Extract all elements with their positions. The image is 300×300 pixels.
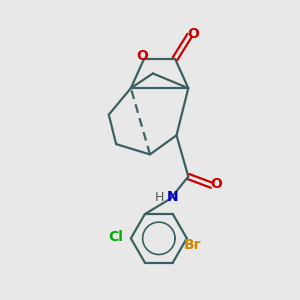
Text: N: N — [167, 190, 179, 204]
Text: O: O — [210, 177, 222, 191]
Text: H: H — [155, 190, 164, 204]
Text: Cl: Cl — [109, 230, 124, 244]
Text: O: O — [187, 27, 199, 41]
Text: O: O — [136, 50, 148, 63]
Text: Br: Br — [184, 238, 201, 252]
